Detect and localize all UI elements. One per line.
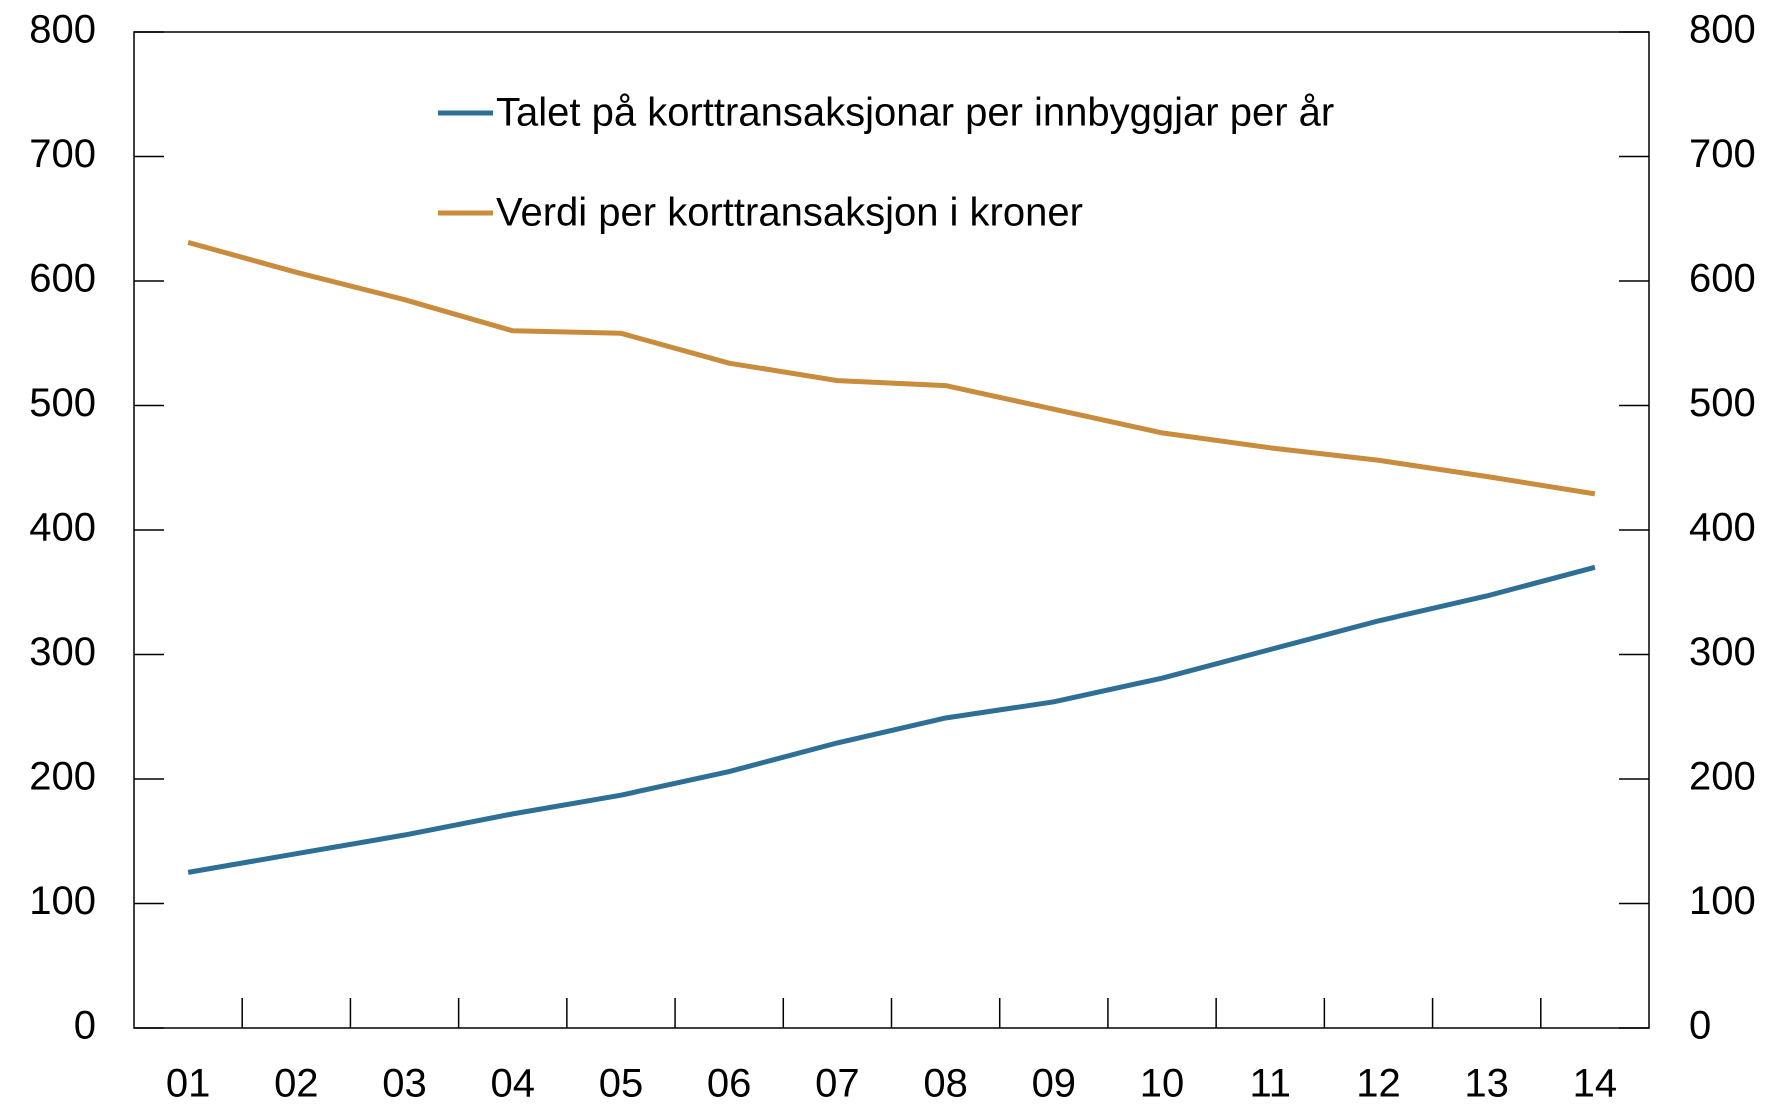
x-tick-label: 02 <box>274 1062 319 1105</box>
y-tick-label: 300 <box>29 630 96 674</box>
y-tick-label: 100 <box>29 879 96 923</box>
y2-tick-label: 100 <box>1689 879 1756 923</box>
y2-tick-label: 700 <box>1689 132 1756 176</box>
y-tick-label: 700 <box>29 132 96 176</box>
y-tick-label: 400 <box>29 506 96 550</box>
legend-label: Verdi per korttransaksjon i kroner <box>496 191 1083 235</box>
x-tick-label: 08 <box>923 1062 968 1105</box>
x-tick-label: 09 <box>1032 1062 1077 1105</box>
x-tick-label: 04 <box>491 1062 536 1105</box>
y2-tick-label: 600 <box>1689 257 1756 301</box>
y2-tick-label: 800 <box>1689 8 1756 52</box>
y2-tick-label: 0 <box>1689 1004 1711 1048</box>
y-tick-label: 600 <box>29 257 96 301</box>
y2-tick-label: 500 <box>1689 381 1756 425</box>
x-tick-label: 07 <box>815 1062 860 1105</box>
x-tick-label: 12 <box>1356 1062 1401 1105</box>
x-tick-label: 10 <box>1140 1062 1185 1105</box>
x-tick-label: 05 <box>599 1062 644 1105</box>
x-tick-label: 13 <box>1464 1062 1509 1105</box>
series-line <box>187 239 1596 497</box>
x-tick-label: 11 <box>1249 1062 1291 1105</box>
legend-label: Talet på korttransaksjonar per innbyggja… <box>496 91 1334 135</box>
y-tick-label: 200 <box>29 755 96 799</box>
y-tick-label: 800 <box>29 8 96 52</box>
series-line <box>187 564 1596 875</box>
x-tick-label: 06 <box>707 1062 752 1105</box>
y2-tick-label: 300 <box>1689 630 1756 674</box>
y2-tick-label: 400 <box>1689 506 1756 550</box>
y-tick-label: 500 <box>29 381 96 425</box>
y-tick-label: 0 <box>74 1004 96 1048</box>
x-tick-label: 01 <box>166 1062 211 1105</box>
x-tick-label: 14 <box>1573 1062 1618 1105</box>
plot-frame <box>133 31 1650 1029</box>
y2-tick-label: 200 <box>1689 755 1756 799</box>
x-tick-label: 03 <box>382 1062 427 1105</box>
